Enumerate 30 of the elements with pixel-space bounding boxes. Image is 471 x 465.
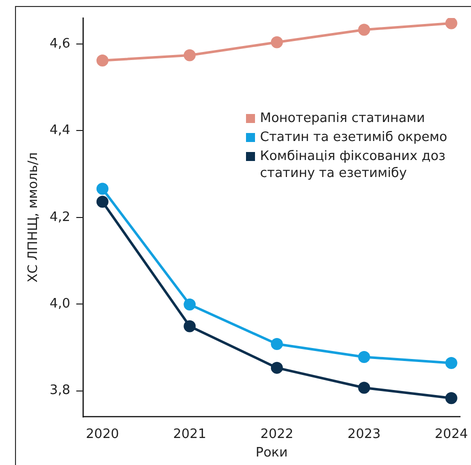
point (96, 196, 108, 208)
y-tick-label: 4,2 (50, 210, 70, 225)
y-tick-label: 4,0 (50, 296, 70, 312)
point (184, 320, 196, 332)
legend-label: Статин та езетиміб окремо (260, 129, 448, 146)
x-tick-label: 2022 (260, 426, 294, 442)
y-tick-label: 4,4 (50, 123, 70, 138)
point (184, 49, 196, 62)
point (96, 54, 108, 66)
point (445, 392, 458, 404)
point (270, 338, 283, 350)
point (358, 350, 370, 363)
point (96, 182, 108, 195)
x-tick-label: 2024 (434, 426, 468, 442)
point (445, 18, 458, 30)
y-tick-label: 4,6 (50, 36, 70, 52)
x-tick-label: 2020 (86, 426, 120, 442)
x-tick-label: 2021 (173, 426, 206, 442)
point (358, 382, 370, 394)
point (270, 362, 283, 374)
y-tick-label: 3,8 (50, 383, 70, 398)
point (270, 36, 283, 48)
x-axis-title: Роки (256, 446, 288, 461)
point (184, 298, 196, 311)
point (445, 357, 458, 370)
legend-label: Комбінація фіксованих доз статину та езетимібу (260, 148, 446, 182)
point (358, 24, 370, 36)
y-axis-title: ХС ЛПНЩ, ммоль/л (26, 152, 42, 282)
x-tick-label: 2023 (348, 426, 381, 442)
legend-label: Монотерапія статинами (260, 110, 425, 127)
